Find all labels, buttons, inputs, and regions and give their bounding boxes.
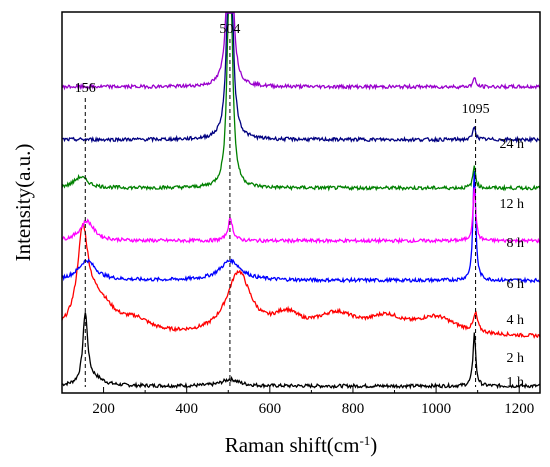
annotation-layer: 156 504 1095 — [75, 22, 490, 387]
peak-label: 156 — [75, 81, 96, 96]
x-tick-label: 800 — [342, 401, 365, 417]
series-line-4 — [61, 12, 541, 192]
x-tick-label: 200 — [92, 401, 115, 417]
peak-label: 504 — [219, 22, 240, 37]
x-tick-label: 1000 — [421, 401, 451, 417]
series-labels: 1 h 2 h 4 h 6 h 8 h 12 h 24 h — [500, 137, 525, 390]
series-label: 1 h — [507, 375, 525, 390]
series-line-2 — [61, 170, 541, 284]
series-line-0 — [61, 312, 541, 390]
series-line-1 — [61, 223, 541, 339]
peak-label: 1095 — [462, 102, 490, 117]
x-axis-title-main: Raman shift(cm — [225, 433, 360, 457]
series-line-5 — [61, 12, 541, 144]
series-label: 2 h — [507, 351, 525, 366]
x-axis-title: Raman shift(cm-1) — [225, 433, 378, 458]
x-tick-label: 600 — [259, 401, 282, 417]
y-axis-title: Intensity(a.u.) — [11, 144, 35, 262]
series-label: 6 h — [507, 277, 525, 292]
series-label: 8 h — [507, 236, 525, 251]
axes-frame — [61, 11, 541, 394]
x-ticks: 200 400 600 800 1000 1200 — [61, 387, 534, 417]
series-label: 24 h — [500, 137, 525, 152]
series-line-3 — [61, 187, 541, 245]
series-line-6 — [61, 12, 541, 91]
plot-area — [61, 12, 541, 390]
x-axis-title-sup: -1 — [359, 433, 370, 448]
series-label: 4 h — [507, 313, 525, 328]
x-tick-label: 400 — [175, 401, 198, 417]
x-axis-title-end: ) — [370, 433, 377, 457]
x-tick-label: 1200 — [504, 401, 534, 417]
series-label: 12 h — [500, 197, 525, 212]
